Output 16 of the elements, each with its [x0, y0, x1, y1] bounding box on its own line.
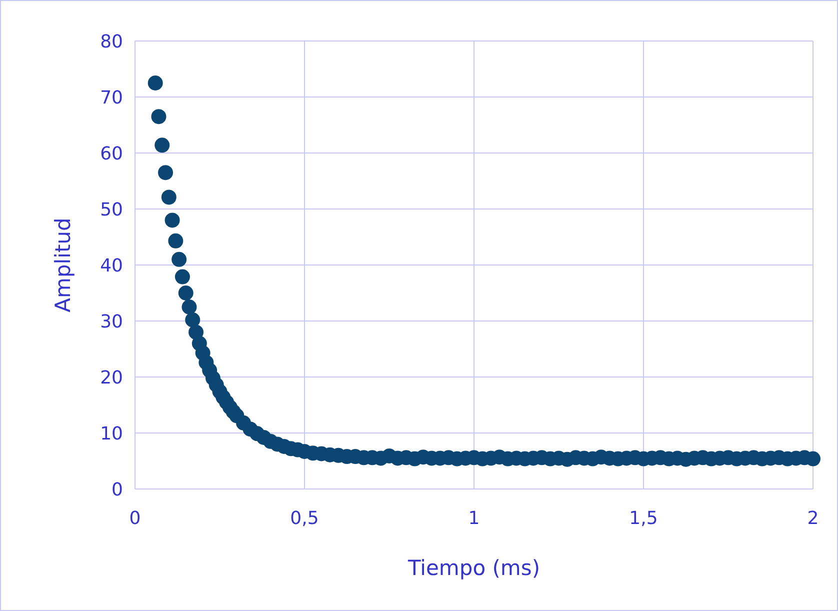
y-tick-label: 70 [100, 87, 123, 108]
y-tick-label: 40 [100, 255, 123, 276]
y-tick-label: 20 [100, 367, 123, 388]
x-tick-label: 0,5 [290, 508, 319, 529]
y-tick-label: 60 [100, 143, 123, 164]
x-tick-label: 2 [807, 508, 819, 529]
x-tick-label: 1,5 [629, 508, 658, 529]
x-axis-title: Tiempo (ms) [406, 556, 540, 580]
y-tick-label: 30 [100, 311, 123, 332]
y-tick-label: 50 [100, 199, 123, 220]
y-tick-label: 80 [100, 31, 123, 52]
x-tick-label: 1 [468, 508, 480, 529]
x-tick-label: 0 [129, 508, 141, 529]
y-tick-label: 0 [112, 479, 123, 500]
y-axis-title: Amplitud [51, 218, 75, 312]
y-tick-label: 10 [100, 423, 123, 444]
